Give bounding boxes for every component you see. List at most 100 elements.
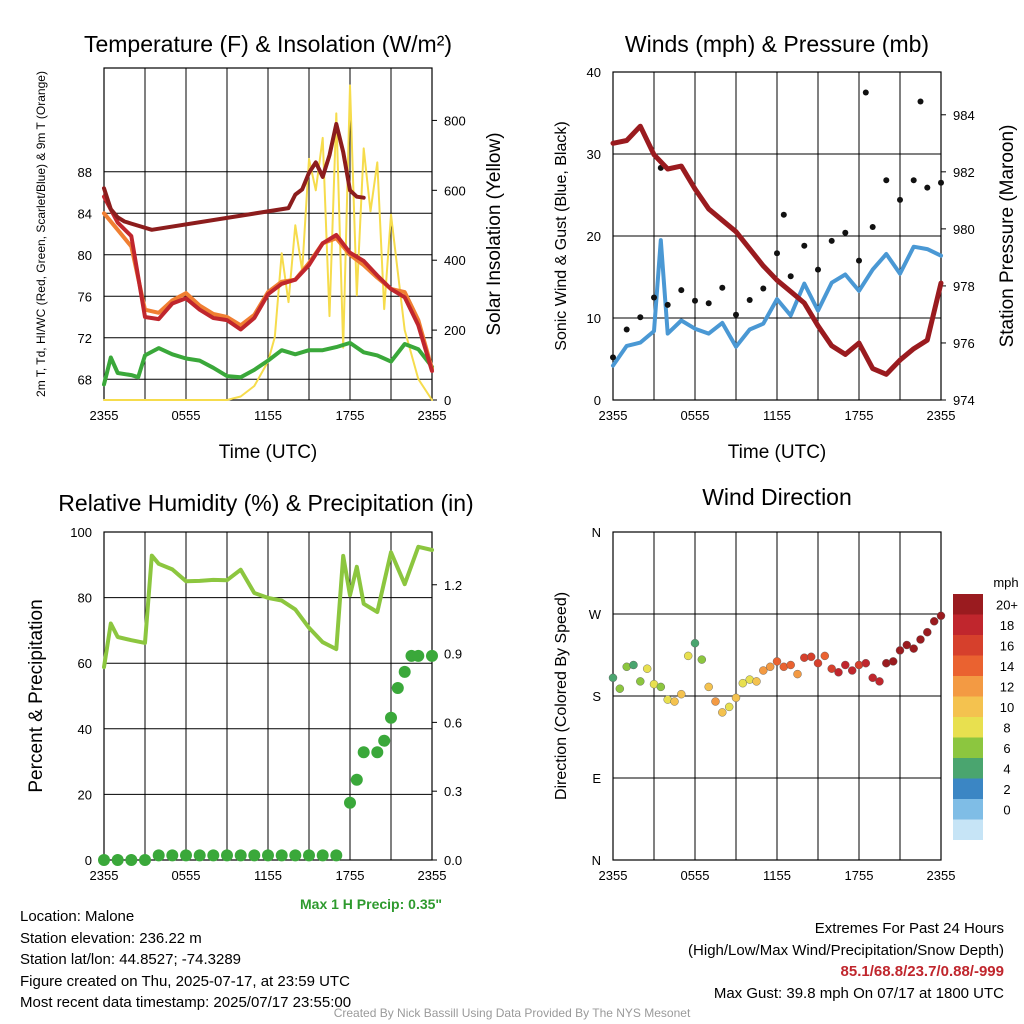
y-tick-label-right: 978 (953, 279, 975, 294)
gust-point (760, 285, 767, 292)
wind-direction-point (895, 646, 905, 655)
y-tick-label-right: 800 (444, 113, 466, 128)
colorbar-label: 18 (1000, 618, 1014, 633)
x-tick-label: 0555 (681, 408, 710, 423)
wind-direction-point (861, 659, 870, 668)
precipitation-point (139, 854, 151, 866)
y-tick-label-right: 0.6 (444, 715, 462, 730)
gust-point (623, 326, 630, 333)
wind-direction-point (636, 677, 645, 686)
panel-winds: 2355 0555 1155 1755 2355 Winds (mph) & Pressu… (553, 31, 1018, 463)
precipitation-point (111, 854, 124, 866)
y-tick-label-right: 400 (444, 253, 466, 268)
sonic-wind-line (611, 238, 943, 368)
precipitation-point (166, 849, 179, 862)
precipitation-point (193, 849, 206, 862)
wind-direction-point (902, 640, 911, 650)
wind-direction-point (718, 708, 727, 717)
gust-point (746, 297, 753, 303)
gust-point (910, 177, 917, 184)
precipitation-point (371, 746, 384, 759)
x-tick-label: 0555 (172, 408, 201, 423)
y-tick-label: 20 (587, 229, 601, 244)
y-tick-label-right: 600 (444, 183, 466, 198)
precipitation-point (125, 854, 138, 866)
gust-point (801, 242, 808, 249)
wind-direction-point (875, 677, 884, 686)
wind-direction-point (759, 666, 768, 675)
gust-point (787, 273, 794, 280)
wind-direction-point (936, 611, 946, 620)
colorbar-label: 12 (1000, 679, 1014, 694)
colorbar-swatch (953, 676, 983, 697)
x-tick-label: 0555 (681, 868, 710, 883)
x-tick-label: 2355 (418, 408, 447, 423)
wind-direction-point (670, 697, 679, 706)
plot-frame (103, 67, 433, 401)
x-tick-label: 1155 (763, 408, 791, 423)
wind-direction-point (711, 697, 720, 706)
wind-direction-point (786, 660, 795, 670)
wind-direction-point (841, 660, 850, 670)
x-tick-label: 2355 (927, 868, 956, 883)
precipitation-point (357, 746, 370, 759)
x-tick-label: 1755 (336, 408, 365, 423)
y-tick-label: 0 (85, 853, 92, 868)
station-pressure-line (610, 123, 944, 377)
gust-point (842, 229, 849, 236)
colorbar-swatch (953, 614, 983, 635)
wind-direction-point (766, 662, 775, 671)
gust-point (651, 294, 657, 301)
colorbar-swatch (953, 799, 983, 820)
y-tick-label: E (592, 771, 601, 786)
precipitation-point (234, 849, 247, 862)
gust-point (856, 257, 862, 264)
station-location: Location: Malone (20, 908, 135, 925)
colorbar-swatch (953, 696, 983, 717)
max-gust: Max Gust: 39.8 mph On 07/17 at 1800 UTC (713, 984, 1004, 1002)
y-tick-label: N (592, 525, 601, 540)
gust-point (733, 311, 739, 318)
colorbar-label: 4 (1003, 761, 1010, 776)
wind-direction-point (813, 659, 823, 668)
wind-direction-point (793, 669, 802, 679)
colorbar-label: 14 (1000, 659, 1014, 674)
precipitation-point (98, 854, 110, 866)
wind-direction-point (848, 666, 857, 675)
gust-point (637, 314, 644, 321)
y-tick-label-right: 974 (953, 393, 975, 408)
precipitation-point (378, 734, 391, 747)
y-tick-label: 30 (587, 147, 601, 162)
gust-point (610, 354, 616, 361)
wind-direction-point (930, 617, 939, 626)
precipitation-point (316, 849, 329, 862)
wind-direction-point (725, 702, 734, 712)
gust-point (774, 250, 780, 257)
gust-point (780, 211, 787, 218)
y-tick-label-right: 0.9 (444, 647, 462, 662)
colorbar-swatch (953, 594, 983, 615)
y-tick-label: 68 (78, 372, 92, 387)
y-axis-label: Percent & Precipitation (26, 599, 47, 792)
gust-point (815, 266, 821, 273)
precipitation-point (180, 849, 192, 862)
gust-point (869, 224, 876, 230)
y-tick-label-right: 200 (444, 323, 466, 338)
chart-title: Temperature (F) & Insolation (W/m²) (84, 31, 452, 57)
colorbar-label: 8 (1003, 720, 1010, 735)
wind-direction-point (868, 673, 877, 682)
x-tick-label: 1155 (254, 868, 282, 883)
wind-direction-point (731, 693, 741, 702)
precipitation-point (152, 849, 165, 862)
y-tick-label: 0 (594, 393, 601, 408)
wind-direction-point (752, 677, 761, 686)
colorbar-label: 20+ (996, 597, 1018, 612)
y-tick-label: 80 (78, 591, 92, 606)
wind-direction-point (704, 682, 713, 692)
y-axis-label-right: Station Pressure (Maroon) (997, 125, 1018, 348)
x-tick-label: 1755 (845, 868, 874, 883)
x-axis-label: Time (UTC) (219, 442, 318, 463)
extremes-values: 85.1/68.8/23.7/0.88/-999 (840, 963, 1004, 980)
x-tick-label: 2355 (90, 408, 119, 423)
y-tick-label-right: 976 (953, 336, 975, 351)
